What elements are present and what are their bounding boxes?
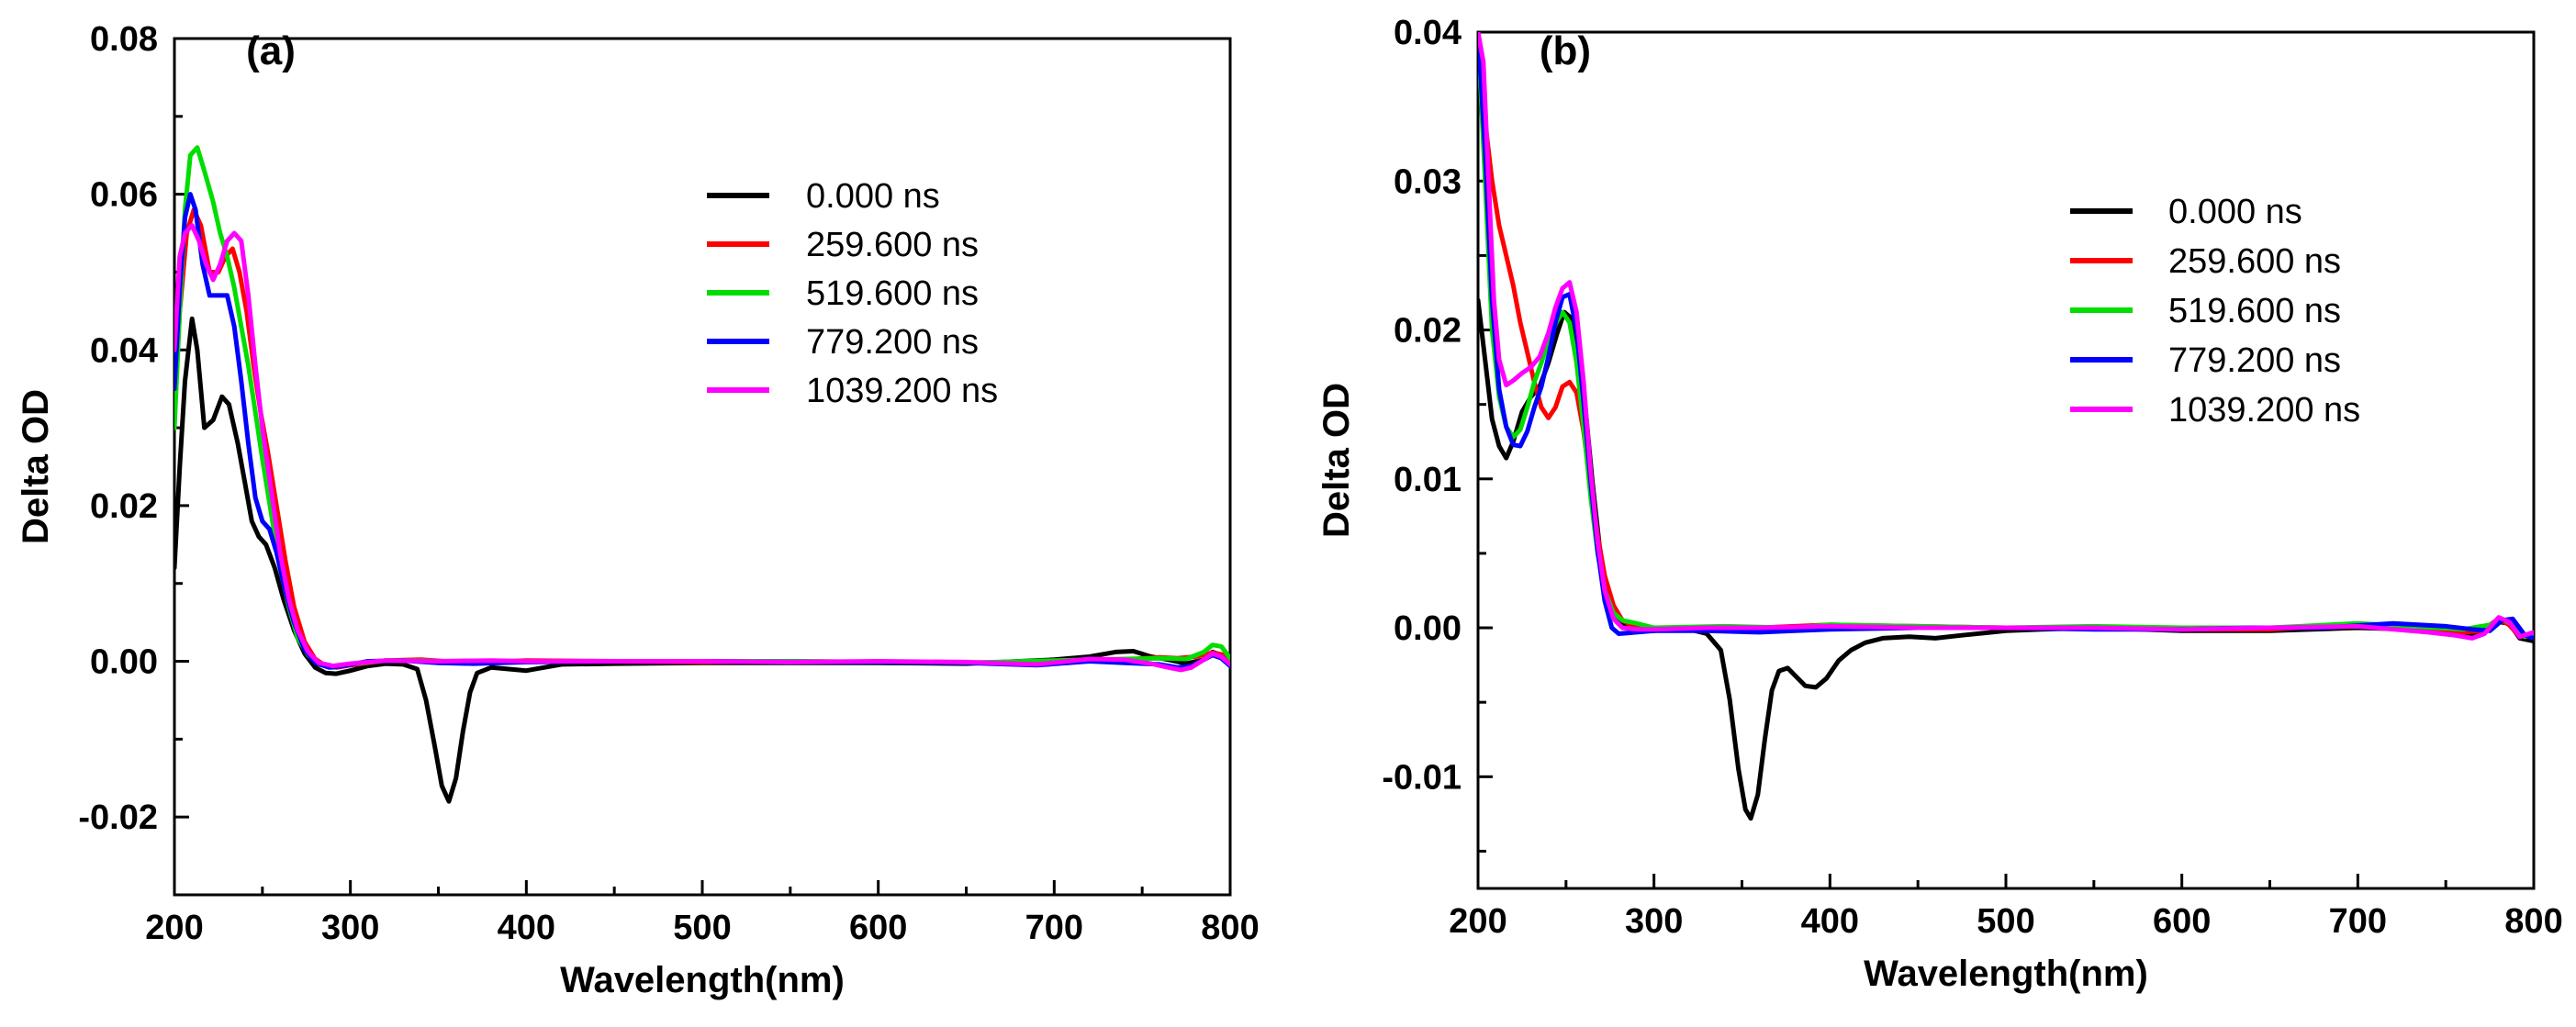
series-line-0-000-ns	[174, 316, 1230, 804]
legend-label: 259.600 ns	[2168, 242, 2341, 281]
x-axis-title: Wavelength(nm)	[1864, 954, 2148, 994]
x-tick-label: 500	[1977, 902, 2034, 941]
y-tick-label: 0.01	[1394, 461, 1462, 499]
series-line-1039-200-ns	[1478, 32, 2534, 641]
y-tick-label: -0.02	[78, 798, 158, 837]
y-tick-label: 0.06	[90, 176, 158, 215]
y-tick-label: 0.04	[90, 331, 158, 370]
x-tick-label: 400	[1801, 902, 1859, 941]
plot-frame	[173, 37, 1232, 897]
legend-label: 779.200 ns	[806, 323, 979, 362]
x-tick-label: 800	[1201, 909, 1259, 947]
y-axis-title: Delta OD	[1316, 383, 1357, 538]
legend-label: 259.600 ns	[806, 226, 979, 264]
y-tick-label: -0.01	[1382, 758, 1462, 797]
legend-label: 519.600 ns	[2168, 292, 2341, 330]
panel-b: 200 300 400 500 600 700 800 -0.01 0.00 0.01 0.02 0.…	[1316, 14, 2563, 994]
x-axis-title: Wavelength(nm)	[560, 960, 845, 1000]
legend-label: 0.000 ns	[806, 177, 940, 216]
x-tick-label: 700	[2329, 902, 2387, 941]
y-tick-label: 0.02	[90, 487, 158, 526]
y-tick-label: 0.08	[90, 20, 158, 59]
series-line-519-600-ns	[1478, 32, 2534, 640]
y-tick-label: 0.00	[90, 643, 158, 682]
series-line-1039-200-ns	[174, 223, 1230, 673]
panel-a: 200 300 400 500 600 700 800 -0.02 0.00 0.02 0.04 0.…	[16, 20, 1260, 1000]
panel-label: (a)	[246, 28, 296, 73]
legend-label: 0.000 ns	[2168, 193, 2302, 231]
legend-label: 779.200 ns	[2168, 341, 2341, 380]
series-line-259-600-ns	[174, 207, 1230, 670]
plot-frame	[1476, 30, 2536, 890]
x-tick-label: 600	[849, 909, 907, 947]
y-tick-label: 0.00	[1394, 609, 1462, 648]
x-tick-label: 200	[145, 909, 203, 947]
legend: 0.000 ns 259.600 ns 519.600 ns 779.200 ns 10…	[2070, 193, 2360, 430]
x-tick-label: 500	[673, 909, 731, 947]
x-tick-label: 300	[1625, 902, 1683, 941]
x-tick-label: 300	[321, 909, 379, 947]
series-line-0-000-ns	[1478, 297, 2534, 821]
legend-label: 519.600 ns	[806, 274, 979, 313]
series-line-519-600-ns	[174, 145, 1230, 670]
series-line-259-600-ns	[1478, 32, 2534, 640]
legend-label: 1039.200 ns	[2168, 391, 2360, 430]
panel-label: (b)	[1540, 28, 1591, 73]
x-tick-label: 600	[2153, 902, 2211, 941]
x-tick-label: 800	[2504, 902, 2562, 941]
series-line-779-200-ns	[1478, 32, 2534, 641]
legend: 0.000 ns 259.600 ns 519.600 ns 779.200 ns 10…	[707, 177, 998, 410]
x-tick-label: 200	[1449, 902, 1506, 941]
y-axis-title: Delta OD	[16, 389, 56, 544]
y-tick-label: 0.02	[1394, 312, 1462, 351]
y-tick-label: 0.04	[1394, 14, 1462, 52]
legend-label: 1039.200 ns	[806, 372, 998, 410]
x-tick-label: 700	[1025, 909, 1083, 947]
x-tick-label: 400	[498, 909, 555, 947]
series-line-779-200-ns	[174, 192, 1230, 670]
series-group	[1478, 32, 2534, 821]
y-tick-label: 0.03	[1394, 162, 1462, 201]
series-group	[174, 145, 1230, 804]
